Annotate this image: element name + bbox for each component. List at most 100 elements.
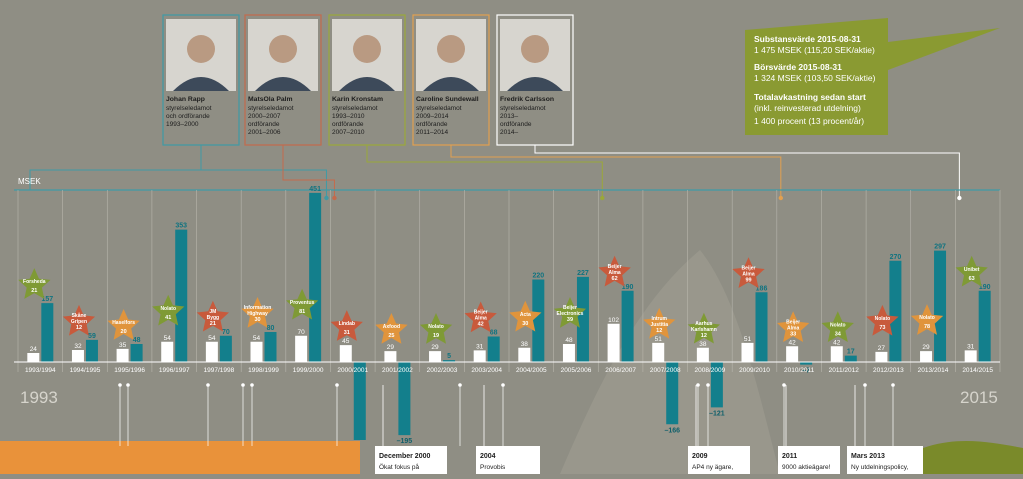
connector-dot [778, 195, 784, 201]
star-value: 12 [76, 325, 82, 331]
member-role-line: 1993–2010 [332, 113, 365, 120]
board-member-card: Karin Kronstam styrelseledamot1993–2010or… [328, 14, 406, 146]
star-company-name: Forsheda [23, 279, 46, 285]
bar-white [27, 353, 40, 362]
investment-star: Nolato 34 [821, 311, 854, 342]
bar-teal [844, 355, 857, 362]
portrait-body [339, 77, 395, 91]
bar-value-label: 270 [890, 254, 902, 261]
member-role-line: ordförande [332, 121, 364, 128]
x-tick-label: 2003/2004 [471, 367, 502, 374]
board-connectors [29, 145, 962, 201]
bar-value-label: –7 [802, 368, 810, 375]
event-text: Ökat fokus på [379, 463, 419, 471]
bar-white [964, 350, 977, 362]
star-company-name: Aarhus [695, 321, 712, 327]
portrait-face [187, 35, 215, 63]
member-name: Fredrik Carlsson [500, 96, 554, 103]
star-shape [821, 311, 854, 342]
star-company-name: Beijer [474, 310, 488, 316]
bar-value-label: 48 [133, 337, 141, 344]
event-title: 2011 [782, 453, 797, 460]
bar-teal [175, 229, 188, 362]
investment-star: Axfood 25 [375, 313, 408, 344]
event-text: Ny utdelningspolicy, [851, 464, 909, 471]
category-dividers [17, 190, 1001, 372]
portrait-face [269, 35, 297, 63]
star-shape [107, 309, 140, 340]
bar-value-label: 102 [608, 317, 619, 324]
portrait-face [353, 35, 381, 63]
member-name: MatsOla Palm [248, 96, 293, 103]
bar-value-label: 54 [208, 335, 216, 342]
board-member-card: Fredrik Carlsson styrelseledamot2013–ordf… [496, 14, 574, 146]
star-company-name: Alma [608, 270, 620, 276]
event-dot [891, 383, 895, 387]
y-axis-label: MSEK [18, 177, 41, 186]
investment-star: Proventus 81 [286, 288, 319, 320]
bar-teal [978, 290, 991, 362]
bars: 24 157 32 59 35 48 54 353 54 70 54 80 70 451 45 29 –195 2… [27, 186, 991, 445]
bar-white [920, 351, 933, 362]
bar-value-label: 157 [41, 296, 53, 303]
board-connector-line [450, 145, 782, 198]
bar-value-label: 48 [565, 337, 573, 344]
portrait-body [507, 77, 563, 91]
bar-teal [353, 362, 366, 440]
star-value: 33 [790, 331, 796, 337]
bar-teal [85, 339, 98, 362]
bar-white [250, 341, 263, 362]
star-value: 20 [121, 329, 127, 335]
star-value: 78 [924, 324, 930, 330]
star-company-name: Unibet [964, 267, 980, 273]
star-company-name: Intrum [651, 316, 667, 322]
start-year: 1993 [20, 388, 58, 407]
star-company-name: Gripen [71, 319, 87, 325]
x-tick-label: 2010/2011 [784, 367, 815, 374]
investment-star: Nolato 73 [866, 304, 899, 336]
bar-value-label: 42 [833, 339, 841, 346]
portrait-body [255, 77, 311, 91]
member-role-line: 1993–2000 [166, 121, 199, 128]
x-tick-label: 2011/2012 [829, 367, 860, 374]
star-company-name: Beijer [608, 264, 622, 270]
connector-dot [332, 195, 337, 201]
event-dot [250, 383, 254, 387]
event-text: Provobis [480, 464, 506, 471]
member-name: Caroline Sundewall [416, 96, 479, 103]
star-company-name: Nolato [830, 322, 846, 328]
bar-value-label: 32 [74, 343, 82, 350]
bar-white [830, 346, 843, 362]
star-company-name: Nolato [919, 315, 935, 321]
star-company-name: Karlshamn [691, 327, 717, 333]
bar-white [518, 347, 531, 362]
summary-box-tail [888, 28, 1000, 70]
board-connector-line [29, 169, 201, 190]
event-dot [206, 383, 210, 387]
bar-white [429, 351, 442, 362]
star-company-name: Proventus [290, 300, 315, 306]
member-role-line: styrelseledamot [166, 105, 212, 112]
event-dot [501, 383, 505, 387]
event-dot [782, 383, 786, 387]
event-title: December 2000 [379, 453, 430, 460]
star-value: 21 [210, 321, 216, 327]
member-role-line: styrelseledamot [416, 105, 462, 112]
portrait-face [437, 35, 465, 63]
star-company-name: Haselfors [112, 320, 135, 326]
star-company-name: Alma [475, 316, 487, 322]
member-role-line: styrelseledamot [500, 105, 546, 112]
end-year: 2015 [960, 388, 998, 407]
event-title: 2004 [480, 453, 496, 460]
star-shape [553, 297, 587, 328]
star-value: 30 [522, 321, 528, 327]
x-tick-label: 2005/2006 [561, 367, 592, 374]
board-connector-line [366, 145, 603, 198]
bar-teal [934, 250, 947, 362]
